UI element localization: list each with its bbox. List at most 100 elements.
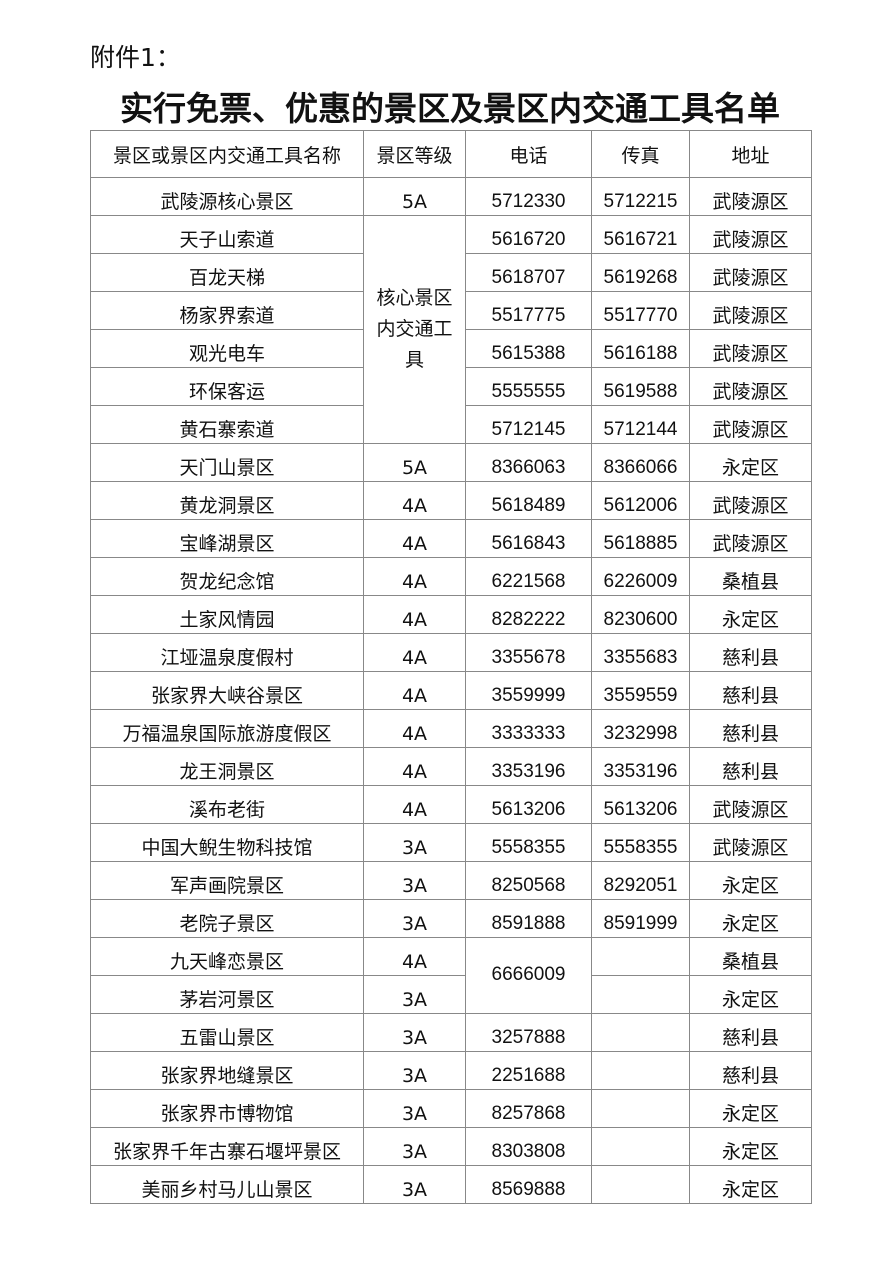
cell-address: 永定区 bbox=[689, 1127, 812, 1166]
cell-level: 3A bbox=[363, 1013, 466, 1052]
cell-phone: 3559999 bbox=[465, 671, 592, 710]
cell-level: 3A bbox=[363, 823, 466, 862]
cell-name: 九天峰恋景区 bbox=[90, 937, 364, 976]
header-fax: 传真 bbox=[591, 130, 690, 178]
cell-fax bbox=[591, 937, 690, 976]
cell-address: 永定区 bbox=[689, 443, 812, 482]
cell-name: 茅岩河景区 bbox=[90, 975, 364, 1014]
cell-phone: 5616843 bbox=[465, 519, 592, 558]
table-row: 九天峰恋景区 4A 6666009 桑植县 bbox=[90, 937, 812, 1014]
cell-phone: 5555555 bbox=[465, 367, 592, 406]
table-row: 五雷山景区 3A 3257888 慈利县 bbox=[90, 1013, 812, 1052]
cell-level: 4A bbox=[363, 937, 466, 976]
cell-name: 五雷山景区 bbox=[90, 1013, 364, 1052]
cell-name: 宝峰湖景区 bbox=[90, 519, 364, 558]
table-row: 杨家界索道 5517775 5517770 武陵源区 bbox=[90, 291, 812, 330]
cell-fax: 3232998 bbox=[591, 709, 690, 748]
header-phone: 电话 bbox=[465, 130, 592, 178]
cell-name: 百龙天梯 bbox=[90, 253, 364, 292]
cell-name: 江垭温泉度假村 bbox=[90, 633, 364, 672]
cell-fax: 5619588 bbox=[591, 367, 690, 406]
cell-phone: 5618707 bbox=[465, 253, 592, 292]
cell-phone: 5517775 bbox=[465, 291, 592, 330]
cell-name: 老院子景区 bbox=[90, 899, 364, 938]
cell-address: 永定区 bbox=[689, 975, 812, 1014]
cell-address: 武陵源区 bbox=[689, 405, 812, 444]
table-row: 万福温泉国际旅游度假区 4A 3333333 3232998 慈利县 bbox=[90, 709, 812, 748]
cell-level: 4A bbox=[363, 481, 466, 520]
cell-name: 环保客运 bbox=[90, 367, 364, 406]
cell-address: 慈利县 bbox=[689, 747, 812, 786]
cell-fax: 5618885 bbox=[591, 519, 690, 558]
cell-phone: 5712145 bbox=[465, 405, 592, 444]
cell-phone: 6221568 bbox=[465, 557, 592, 596]
cell-name: 张家界地缝景区 bbox=[90, 1051, 364, 1090]
table-row: 武陵源核心景区 5A 5712330 5712215 武陵源区 bbox=[90, 177, 812, 216]
cell-name: 杨家界索道 bbox=[90, 291, 364, 330]
table-row: 环保客运 5555555 5619588 武陵源区 bbox=[90, 367, 812, 406]
cell-phone: 5558355 bbox=[465, 823, 592, 862]
cell-level: 4A bbox=[363, 557, 466, 596]
cell-fax: 5619268 bbox=[591, 253, 690, 292]
cell-name: 观光电车 bbox=[90, 329, 364, 368]
cell-level: 4A bbox=[363, 633, 466, 672]
cell-address: 慈利县 bbox=[689, 1051, 812, 1090]
table-row: 老院子景区 3A 8591888 8591999 永定区 bbox=[90, 899, 812, 938]
cell-level: 4A bbox=[363, 671, 466, 710]
cell-address: 武陵源区 bbox=[689, 785, 812, 824]
cell-level: 4A bbox=[363, 709, 466, 748]
cell-address: 桑植县 bbox=[689, 557, 812, 596]
cell-name: 万福温泉国际旅游度假区 bbox=[90, 709, 364, 748]
cell-level: 3A bbox=[363, 1165, 466, 1204]
cell-address: 武陵源区 bbox=[689, 177, 812, 216]
cell-phone: 6666009 bbox=[465, 937, 592, 1014]
table-row: 中国大鲵生物科技馆 3A 5558355 5558355 武陵源区 bbox=[90, 823, 812, 862]
cell-level: 3A bbox=[363, 899, 466, 938]
header-address: 地址 bbox=[689, 130, 812, 178]
cell-address: 武陵源区 bbox=[689, 291, 812, 330]
cell-phone: 8250568 bbox=[465, 861, 592, 900]
cell-fax: 8292051 bbox=[591, 861, 690, 900]
cell-address: 永定区 bbox=[689, 1089, 812, 1128]
cell-fax: 8230600 bbox=[591, 595, 690, 634]
cell-address: 永定区 bbox=[689, 861, 812, 900]
table-row: 天门山景区 5A 8366063 8366066 永定区 bbox=[90, 443, 812, 482]
cell-phone: 8303808 bbox=[465, 1127, 592, 1166]
cell-name: 天门山景区 bbox=[90, 443, 364, 482]
cell-fax: 5612006 bbox=[591, 481, 690, 520]
cell-fax: 5712144 bbox=[591, 405, 690, 444]
cell-level: 4A bbox=[363, 519, 466, 558]
cell-address: 武陵源区 bbox=[689, 367, 812, 406]
cell-name: 张家界大峡谷景区 bbox=[90, 671, 364, 710]
table-header-row: 景区或景区内交通工具名称 景区等级 电话 传真 地址 bbox=[90, 130, 812, 178]
cell-level: 3A bbox=[363, 975, 466, 1014]
cell-name: 美丽乡村马儿山景区 bbox=[90, 1165, 364, 1204]
cell-phone: 8569888 bbox=[465, 1165, 592, 1204]
cell-name: 张家界市博物馆 bbox=[90, 1089, 364, 1128]
cell-name: 贺龙纪念馆 bbox=[90, 557, 364, 596]
cell-fax: 3353196 bbox=[591, 747, 690, 786]
cell-address: 武陵源区 bbox=[689, 215, 812, 254]
cell-fax: 5558355 bbox=[591, 823, 690, 862]
table-row: 溪布老街 4A 5613206 5613206 武陵源区 bbox=[90, 785, 812, 824]
table-row: 茅岩河景区 3A 永定区 bbox=[90, 975, 812, 1014]
cell-fax bbox=[591, 1165, 690, 1204]
cell-name: 军声画院景区 bbox=[90, 861, 364, 900]
cell-level: 4A bbox=[363, 747, 466, 786]
cell-level: 核心景区内交通工具 bbox=[363, 215, 466, 444]
cell-phone: 3257888 bbox=[465, 1013, 592, 1052]
cell-address: 慈利县 bbox=[689, 1013, 812, 1052]
cell-phone: 2251688 bbox=[465, 1051, 592, 1090]
cell-address: 慈利县 bbox=[689, 671, 812, 710]
cell-name: 天子山索道 bbox=[90, 215, 364, 254]
cell-phone: 3333333 bbox=[465, 709, 592, 748]
cell-fax: 3559559 bbox=[591, 671, 690, 710]
table-row: 百龙天梯 5618707 5619268 武陵源区 bbox=[90, 253, 812, 292]
cell-phone: 5618489 bbox=[465, 481, 592, 520]
cell-phone: 5712330 bbox=[465, 177, 592, 216]
cell-address: 武陵源区 bbox=[689, 253, 812, 292]
cell-phone: 8366063 bbox=[465, 443, 592, 482]
table-row: 黄石寨索道 5712145 5712144 武陵源区 bbox=[90, 405, 812, 444]
cell-fax: 5616721 bbox=[591, 215, 690, 254]
cell-address: 武陵源区 bbox=[689, 481, 812, 520]
